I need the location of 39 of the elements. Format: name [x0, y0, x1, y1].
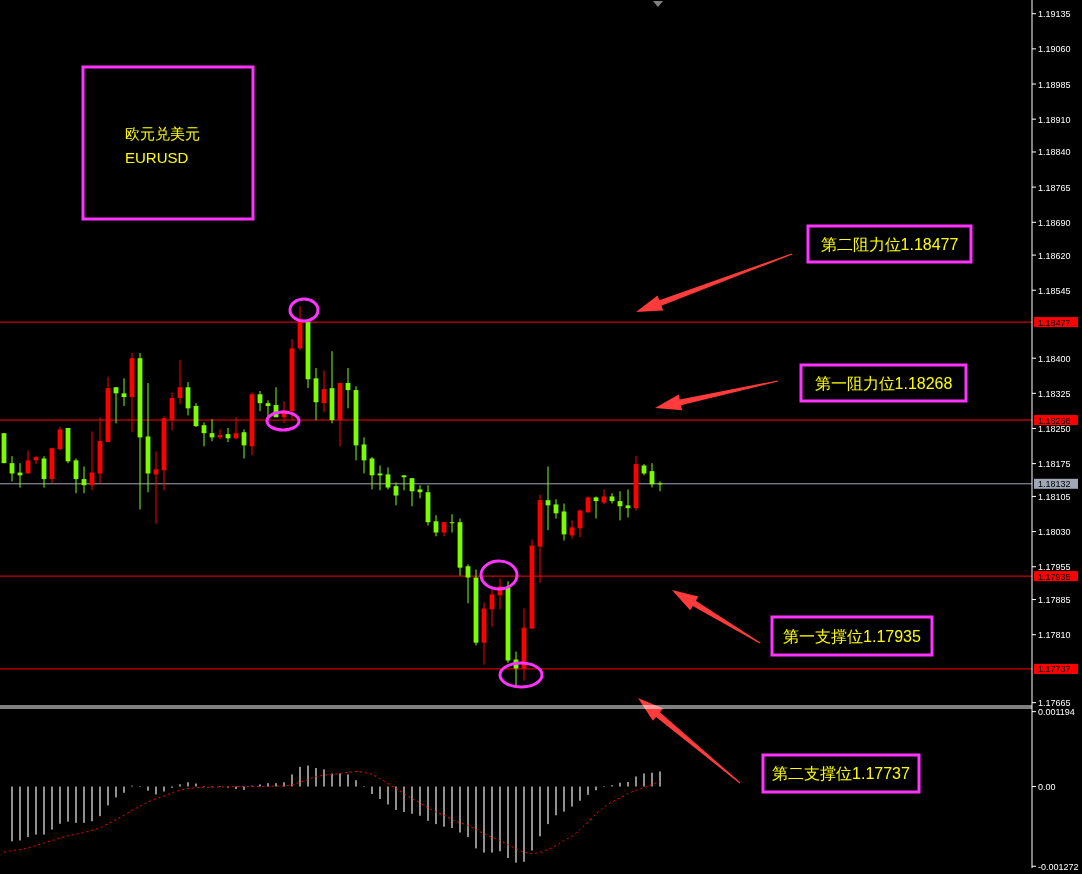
y-tick-label: 1.18400: [1038, 353, 1071, 364]
y-tick-label: 1.18105: [1038, 491, 1071, 502]
y-tick-label: 1.18840: [1038, 147, 1071, 158]
y-tick-label: 0.00: [1038, 781, 1056, 792]
y-tick-label: 1.18545: [1038, 285, 1071, 296]
candlestick: [265, 399, 271, 418]
y-tick-label: 1.17885: [1038, 595, 1071, 606]
y-tick-label: -0.001272: [1038, 861, 1079, 872]
annotation: 第二阻力位1.18477: [820, 235, 959, 253]
y-tick-label: 1.19135: [1038, 9, 1071, 20]
y-tick-label: 1.18910: [1038, 114, 1071, 125]
ref-line-label: 1.18132: [1038, 479, 1071, 490]
text: 欧元兑美元: [125, 125, 200, 142]
ref-line-label: 1.17935: [1038, 571, 1071, 582]
annotation: 第二支撑位1.17737: [772, 765, 911, 783]
line-series: [3, 770, 661, 855]
y-tick-label: 1.17665: [1038, 698, 1071, 709]
y-tick-label: 1.18030: [1038, 527, 1071, 538]
text: EURUSD: [125, 149, 189, 166]
candlestick: [417, 484, 423, 499]
y-tick-label: 1.17810: [1038, 630, 1071, 641]
y-tick-label: 0.001194: [1038, 707, 1075, 718]
y-tick-label: 1.18620: [1038, 250, 1071, 261]
y-tick-label: 1.18985: [1038, 79, 1071, 90]
y-tick-label: 1.17955: [1038, 562, 1071, 573]
y-tick-label: 1.18325: [1038, 388, 1071, 399]
y-tick-label: 1.19060: [1038, 44, 1071, 55]
y-tick-label: 1.18250: [1038, 423, 1071, 434]
candlestick: [609, 492, 615, 504]
annotation: 第一阻力位1.18268: [814, 374, 953, 392]
ref-line-label: 1.18477: [1038, 317, 1071, 328]
ref-line-label: 1.18268: [1038, 415, 1071, 426]
ref-line-label: 1.17737: [1038, 664, 1071, 675]
candlestick: [601, 488, 607, 505]
y-tick-label: 1.18765: [1038, 182, 1071, 193]
annotation: 第一支撑位1.17935: [783, 627, 922, 645]
y-tick-label: 1.18690: [1038, 217, 1071, 228]
y-tick-label: 1.18175: [1038, 459, 1071, 470]
candlestick: [625, 488, 631, 519]
